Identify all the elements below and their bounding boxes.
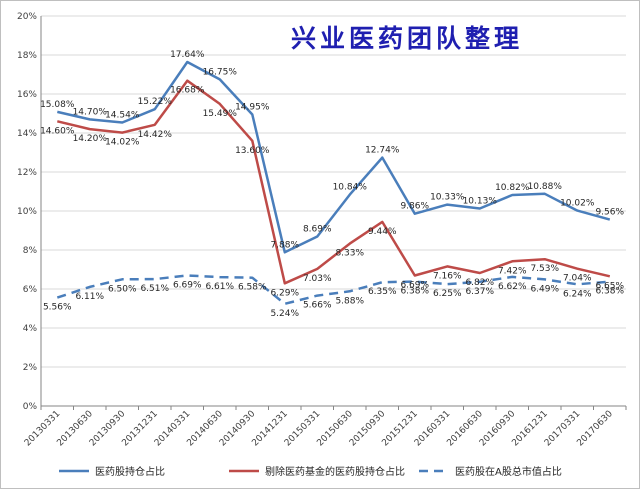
data-label: 14.54%	[105, 110, 140, 120]
y-tick-label: 16%	[17, 90, 37, 100]
series-line-1	[57, 79, 611, 285]
data-label: 6.29%	[270, 288, 299, 298]
x-tick-label: 20170630	[575, 409, 615, 449]
data-label: 6.11%	[75, 292, 104, 302]
data-label: 10.88%	[528, 182, 563, 192]
gridlines	[41, 15, 626, 407]
data-label: 6.58%	[238, 283, 267, 293]
data-label: 6.35%	[368, 287, 397, 297]
data-label: 15.49%	[203, 109, 238, 119]
watermark-title: 兴业医药团队整理	[291, 24, 523, 53]
data-label: 6.49%	[530, 284, 559, 294]
data-label: 8.33%	[335, 249, 364, 259]
data-label: 6.65%	[595, 281, 624, 291]
data-label: 8.69%	[303, 225, 332, 235]
data-label: 10.82%	[495, 183, 530, 193]
y-tick-label: 4%	[23, 324, 38, 334]
y-tick-label: 20%	[17, 12, 37, 22]
y-tick-label: 0%	[23, 402, 38, 412]
y-axis-ticks: 0% 2% 4% 6% 8% 10% 12% 14% 16% 18% 20%	[17, 12, 37, 412]
data-label: 14.20%	[73, 134, 108, 144]
data-label: 9.44%	[368, 227, 397, 237]
series-lines	[56, 60, 611, 306]
legend-label: 医药股持仓占比	[95, 465, 165, 478]
data-label: 13.60%	[235, 146, 270, 156]
data-label: 16.68%	[170, 86, 205, 96]
data-label: 5.66%	[303, 301, 332, 311]
data-label: 6.50%	[108, 284, 137, 294]
data-label: 5.56%	[43, 303, 72, 313]
legend-label: 剔除医药基金的医药股持仓占比	[265, 465, 405, 478]
data-label: 6.38%	[400, 287, 429, 297]
y-tick-label: 14%	[17, 129, 37, 139]
data-label: 6.69%	[173, 281, 202, 291]
data-label: 7.53%	[530, 264, 559, 274]
legend: 医药股持仓占比 剔除医药基金的医药股持仓占比 医药股在A股总市值占比	[59, 465, 562, 478]
data-label: 5.88%	[335, 296, 364, 306]
data-label: 6.61%	[205, 282, 234, 292]
data-label: 14.95%	[235, 102, 270, 112]
data-label: 15.22%	[138, 97, 173, 107]
data-label: 14.02%	[105, 138, 140, 148]
y-tick-label: 8%	[23, 246, 38, 256]
data-label: 9.86%	[400, 202, 429, 212]
y-tick-label: 10%	[17, 207, 37, 217]
y-tick-label: 12%	[17, 168, 37, 178]
data-label: 6.62%	[498, 282, 527, 292]
legend-label: 医药股在A股总市值占比	[455, 465, 562, 478]
data-label: 10.13%	[463, 196, 498, 206]
data-label: 7.16%	[433, 271, 462, 281]
data-label: 14.70%	[73, 107, 108, 117]
data-label: 17.64%	[170, 50, 205, 60]
data-label: 5.24%	[270, 309, 299, 319]
data-label: 6.25%	[433, 289, 462, 299]
data-label: 10.84%	[333, 183, 368, 193]
data-label: 7.04%	[563, 274, 592, 284]
data-label: 7.88%	[270, 240, 299, 250]
data-label: 6.51%	[140, 284, 169, 294]
x-axis-ticks: 2013033120130630201309302013123120140331…	[23, 409, 615, 449]
data-label: 6.82%	[465, 278, 494, 288]
data-label: 16.75%	[203, 67, 238, 77]
data-label: 12.74%	[365, 146, 400, 156]
y-tick-label: 18%	[17, 51, 37, 61]
data-label: 6.37%	[465, 287, 494, 297]
data-label: 7.42%	[498, 266, 527, 276]
data-label: 10.02%	[560, 199, 595, 209]
data-labels: 15.08%14.70%14.54% 15.22% 17.64% 16.75% 14.9…	[40, 50, 624, 319]
data-label: 14.42%	[138, 130, 173, 140]
series-line-0	[57, 60, 611, 254]
data-label: 10.33%	[430, 193, 465, 203]
data-label: 6.24%	[563, 289, 592, 299]
data-label: 6.69%	[400, 281, 429, 291]
series-line-2	[56, 274, 610, 306]
y-tick-label: 2%	[23, 363, 38, 373]
data-label: 14.60%	[40, 126, 75, 136]
data-label: 6.38%	[595, 287, 624, 297]
y-tick-label: 6%	[23, 285, 38, 295]
data-label: 9.56%	[595, 208, 624, 218]
data-label: 15.08%	[40, 100, 75, 110]
data-label: 7.03%	[303, 274, 332, 284]
axes	[40, 16, 627, 410]
